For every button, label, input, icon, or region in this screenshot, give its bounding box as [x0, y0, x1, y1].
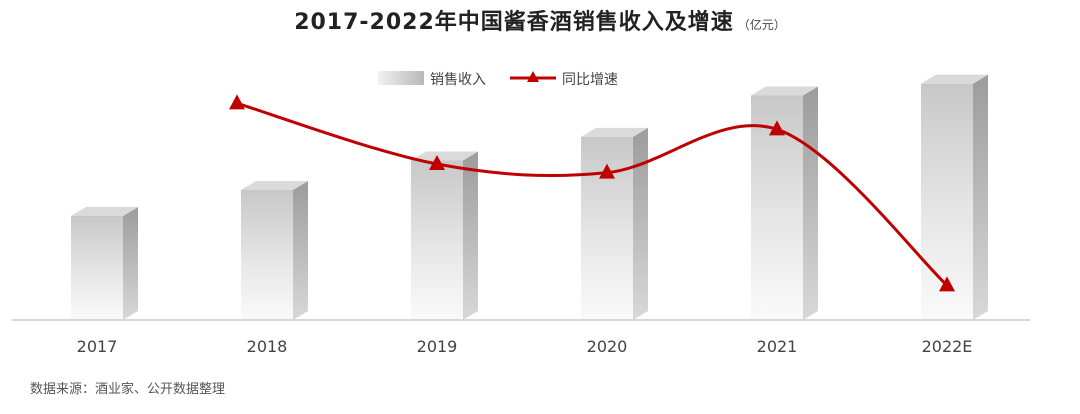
- x-tick-2018: 2018: [247, 337, 288, 356]
- legend-line-label: 同比增速: [562, 72, 618, 88]
- chart-title: 2017-2022年中国酱香酒销售收入及增速 （亿元）: [0, 4, 1080, 36]
- chart-title-text: 2017-2022年中国酱香酒销售收入及增速: [294, 10, 734, 35]
- bars-layer: [71, 74, 988, 321]
- legend: 销售收入 同比增速: [378, 71, 618, 88]
- bar-front-2018: [241, 190, 293, 320]
- line-layer: [229, 94, 955, 292]
- bar-side-2019: [463, 151, 478, 320]
- x-tick-2021: 2021: [757, 337, 798, 356]
- x-tick-2020: 2020: [587, 337, 628, 356]
- bar-side-2017: [123, 207, 138, 320]
- bar-front-2017: [71, 216, 123, 320]
- bar-side-2018: [293, 181, 308, 320]
- bar-top-2021: [751, 86, 818, 96]
- bar-top-2022E: [921, 74, 988, 84]
- bar-2022E: [921, 74, 988, 321]
- bar-side-2021: [803, 86, 818, 320]
- bar-top-2020: [581, 127, 648, 137]
- bar-top-2019: [411, 151, 478, 161]
- bar-2019: [411, 151, 478, 320]
- bar-2020: [581, 127, 648, 321]
- bar-side-2022E: [973, 74, 988, 321]
- bar-2017: [71, 207, 138, 320]
- chart-title-unit: （亿元）: [737, 18, 786, 32]
- legend-bar-label: 销售收入: [430, 72, 486, 88]
- growth-marker-2020: [599, 163, 615, 179]
- bar-2018: [241, 181, 308, 320]
- bar-front-2019: [411, 160, 463, 320]
- x-tick-2017: 2017: [77, 337, 118, 356]
- growth-marker-2019: [429, 155, 445, 170]
- x-tick-2019: 2019: [417, 337, 458, 356]
- bar-top-2017: [71, 207, 138, 216]
- x-tick-2022E: 2022E: [922, 337, 973, 356]
- bar-2021: [751, 86, 818, 320]
- source-note: 数据来源：酒业家、公开数据整理: [30, 382, 226, 397]
- axis-layer: 2017 2018 2019 2020 2021 2022E: [12, 319, 1030, 356]
- bar-top-2018: [241, 181, 308, 190]
- legend-line-marker: [527, 71, 539, 82]
- growth-marker-2022E: [939, 276, 955, 292]
- growth-marker-2018: [229, 94, 245, 110]
- legend-bar-swatch: [378, 71, 424, 85]
- growth-marker-2021: [769, 120, 785, 136]
- bar-side-2020: [633, 127, 648, 321]
